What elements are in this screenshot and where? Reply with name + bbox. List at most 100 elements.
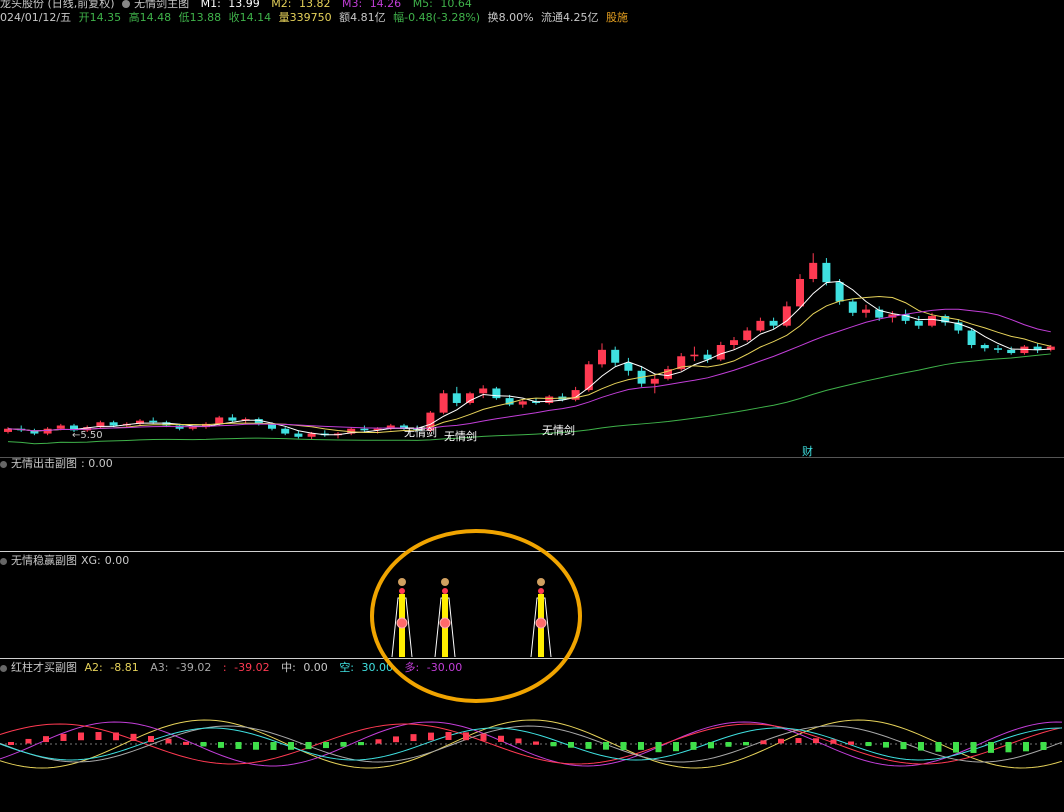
candle-body [188,427,197,429]
sub2-header: 无情稳赢副图 XG: 0.00 [0,554,133,568]
quote-close: 收14.14 [228,11,272,24]
histogram-bar [288,742,294,750]
candle-body [835,282,844,302]
candle [492,386,501,400]
candle [796,274,804,308]
candle [994,345,1002,354]
quote-bar: 024/01/12/五 开14.35 高14.48 低13.88 收14.14 … [0,11,632,25]
candle-body [109,422,118,426]
ma5-line [7,353,1051,445]
low-price-marker: ←5.50 [72,430,103,441]
candle [294,430,303,439]
a2-wave [0,719,1063,769]
histogram-bar [830,739,837,744]
quote-low: 低13.88 [178,11,222,24]
histogram-bar [533,741,539,745]
histogram-bar [568,742,574,748]
candle-body [202,423,210,428]
candle [452,386,461,407]
histogram-bar [130,733,137,741]
histogram-bar [550,742,557,747]
histogram-bar [148,736,154,743]
candle-body [796,278,804,307]
main-candlestick-chart[interactable] [0,0,1064,460]
signal-label-2: 无情剑 [444,430,477,443]
histogram-bar [638,742,644,750]
candle [756,317,765,333]
candle-body [875,309,884,318]
candle-body [70,425,78,431]
candle [1033,343,1042,354]
candle-body [914,320,923,326]
candle [571,386,580,402]
candle-body [294,433,303,437]
candle-body [848,301,857,313]
candle [730,336,738,350]
panel-settings-icon[interactable] [0,461,7,468]
candle [848,298,857,317]
histogram-bar [743,742,749,746]
candle-body [730,340,738,345]
sub1-title[interactable]: 无情出击副图 [11,457,77,470]
candle-body [769,320,778,326]
candle-body [228,417,237,421]
candle-body [505,398,514,405]
candle [914,316,923,329]
candle-body [1033,346,1042,350]
candle [716,341,725,362]
panel-settings-icon[interactable] [0,558,7,565]
candle [901,309,910,325]
ma3-line [7,308,1051,432]
ma3-value: 14.26 [369,0,402,10]
candle [862,304,870,318]
panel-divider-1[interactable] [0,457,1064,458]
panel-settings-icon[interactable] [0,665,7,672]
candle-body [690,354,699,357]
candle [624,357,633,376]
histogram-bar [865,742,872,747]
indicator-selector[interactable]: 无情剑主图 [122,0,193,10]
histogram-bar [673,742,679,752]
histogram-bar [78,732,84,741]
histogram-bar [778,738,784,744]
sub2-title[interactable]: 无情稳赢副图 [11,554,77,567]
candle-body [941,316,950,323]
candle [96,420,105,429]
histogram-bar [655,742,662,753]
quote-extra[interactable]: 股施 [606,11,629,24]
candle-body [664,369,672,379]
candle [400,423,408,431]
histogram-bar [953,742,959,753]
candle [505,394,514,407]
candle-body [347,428,356,434]
sub1-value: : 0.00 [81,457,113,470]
candle-body [281,428,290,434]
quote-high: 高14.48 [128,11,172,24]
ma3-label: M3: 14.26 [342,0,405,10]
candle-body [782,306,791,326]
settings-icon[interactable] [122,0,131,8]
histogram-bar [970,742,977,753]
histogram-bar [480,733,487,741]
candle-body [545,396,554,403]
histogram-bar [95,732,102,741]
sub3-title[interactable]: 红柱才买副图 [11,661,77,674]
signal-label-1: 无情剑 [404,426,437,439]
stock-title[interactable]: 龙头股份 (日线,前复权) [0,0,115,10]
quote-open: 开14.35 [78,11,122,24]
candle-body [439,393,448,413]
histogram-bar [515,738,522,744]
candle-body [373,428,382,431]
ma2-line [7,295,1051,434]
financial-report-marker[interactable]: 财 [802,445,813,458]
histogram-bar [218,742,224,748]
histogram-bar [708,742,714,749]
candle [30,428,39,436]
candle [584,361,593,392]
ma2-label: M2: 13.82 [271,0,334,10]
candle-body [518,401,527,405]
histogram-bar [410,734,417,742]
candle [941,314,950,326]
candle-body [162,422,171,426]
sub2-xg-value: 0.00 [104,554,130,567]
